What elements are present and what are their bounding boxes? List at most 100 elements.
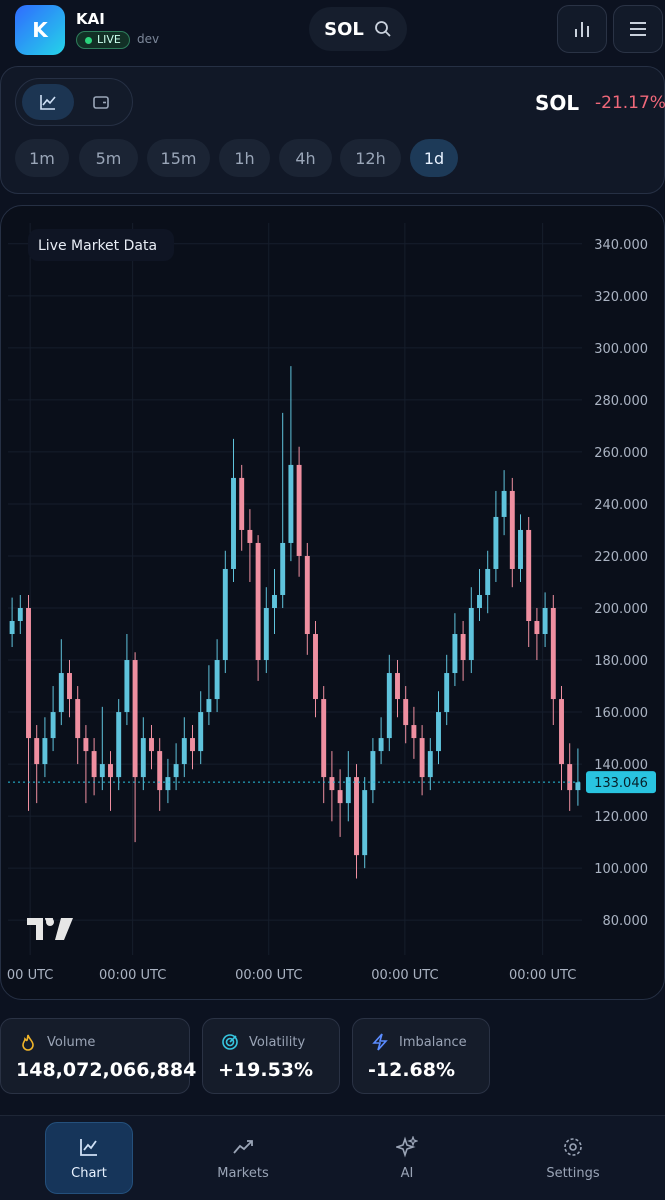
candle-body [280,542,286,595]
candle-body [477,594,482,608]
y-tick-label: 200.000 [594,602,648,617]
chart-panel: 80.000 100.000 120.000 140.000 160.000 180.00… [0,205,665,1000]
nav-label: AI [400,1165,414,1181]
y-tick-label: 160.000 [594,706,648,721]
badge-text: LIVE [97,33,121,46]
nav-item[interactable]: AI [352,1122,462,1194]
timeframe-button[interactable]: 5m [79,139,138,177]
y-tick-label: 320.000 [594,290,648,305]
ticker: SOL [535,91,580,115]
x-tick-label: 00:00 UTC [235,968,302,983]
live-dot [85,37,92,44]
candle-body [354,777,359,856]
candle-body [198,712,204,752]
nav-item[interactable]: Markets [188,1122,298,1194]
candle-body [542,608,548,635]
candle-body [362,790,368,856]
candle-body [83,738,89,752]
y-tick-label: 80.000 [603,914,649,929]
candle-body [411,725,417,739]
candle-body [288,464,294,543]
candle-body [222,568,228,661]
stat-value: 148,072,066,884 [16,1059,197,1081]
candle-body [190,738,195,752]
candle-body [99,764,105,778]
chart-tab[interactable] [22,84,74,120]
timeframe-button[interactable]: 1m [15,139,69,177]
y-tick-label: 300.000 [594,342,648,357]
nav-icon-glyph [80,1138,97,1156]
logo[interactable]: K [15,5,65,55]
candle-body [559,699,564,765]
candle-body [149,738,154,752]
candle-body [255,542,261,661]
nav-icon-glyph [564,1137,582,1156]
y-tick-label: 240.000 [594,498,648,513]
candle-body [91,751,97,778]
menu-button[interactable] [613,5,663,53]
last-price-label: 133.046 [594,776,648,791]
chart: 80.000 100.000 120.000 140.000 160.000 180.00… [7,223,656,983]
nav-icon-glyph [233,1139,253,1154]
nav-item[interactable]: Chart [45,1122,133,1194]
candle-body [534,621,540,635]
candle-body [296,464,302,556]
timeframe-button[interactable]: 4h [279,139,332,177]
candle-body [124,660,130,713]
stat-icon-glyph [22,1034,34,1051]
candle-body [485,568,491,595]
candle-body [386,673,392,739]
stat-icon [221,1033,239,1051]
candle-body [140,738,146,778]
nav-item[interactable]: Settings [518,1122,628,1194]
nav-icon [562,1136,584,1158]
candle-body [345,777,351,804]
candle-body [75,699,81,739]
stat-card: Imbalance -12.68% [352,1018,490,1094]
candle-body [567,764,573,791]
candle-body [50,712,56,739]
candle-body [509,490,515,569]
stat-icon-glyph [372,1033,388,1051]
x-tick-label: 00:00 UTC [371,968,438,983]
candle-body [181,738,187,765]
timeframe-button[interactable]: 1d [410,139,458,177]
candle-body [173,764,179,778]
candle-body [313,634,318,700]
bar-icon [575,22,589,37]
timeframe-button[interactable]: 15m [147,139,210,177]
y-tick-label: 140.000 [594,758,648,773]
candle-body [460,634,466,661]
nav-label: Settings [546,1165,600,1181]
timeframe-button[interactable]: 12h [340,139,401,177]
wallet-tab[interactable] [76,84,126,120]
candle-body [452,634,458,674]
candle-body [321,699,327,778]
wallet-tab-icon [93,96,109,109]
candle-body [395,673,400,700]
candle-body [272,594,277,608]
y-tick-label: 340.000 [594,238,648,253]
candle-body [337,790,343,804]
candle-body [427,751,433,778]
stat-value: +19.53% [218,1059,314,1081]
y-tick-label: 280.000 [594,394,648,409]
candle-body [518,529,523,569]
candle-body [34,738,40,765]
y-tick-label: 120.000 [594,810,648,825]
candle-body [436,712,441,752]
x-tick-label: 00:00 UTC [509,968,576,983]
stats-button[interactable] [557,5,607,53]
candle-body [526,529,532,622]
symbol-search[interactable]: SOL [309,7,407,51]
candle-body [304,555,310,635]
candle-body [108,764,113,778]
stat-card: Volume 148,072,066,884 [0,1018,196,1094]
x-tick-label: 00 UTC [7,968,53,983]
candle-body [263,608,269,661]
stat-icon-glyph [222,1034,238,1050]
stat-label: Volume [47,1035,96,1050]
timeframe-button[interactable]: 1h [219,139,270,177]
stat-value: -12.68% [368,1059,456,1081]
